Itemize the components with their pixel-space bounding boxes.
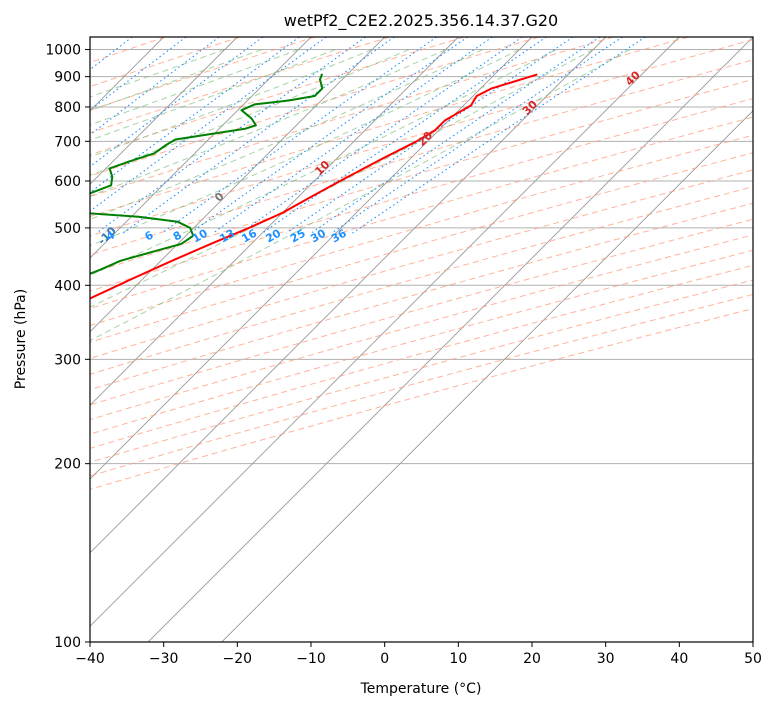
- dry-adiabat-line: [90, 37, 241, 88]
- x-tick-label: 0: [380, 651, 389, 667]
- isotherm-line: [90, 37, 238, 185]
- y-tick-label: 600: [54, 174, 81, 190]
- isotherm-label: 10: [312, 158, 332, 178]
- moist-adiabat-line: [90, 49, 299, 126]
- dry-adiabat-line: [90, 97, 753, 292]
- dry-adiabat-line: [90, 308, 753, 490]
- dry-adiabat-line: [90, 152, 753, 343]
- isotherm-label: 40: [623, 68, 643, 88]
- chart-title: wetPf2_C2E2.2025.356.14.37.G20: [284, 11, 558, 31]
- mixing-ratio-line: [90, 37, 327, 212]
- x-tick-label: 40: [670, 651, 688, 667]
- dry-adiabat-line: [90, 186, 753, 375]
- isotherm-line: [90, 37, 459, 406]
- x-tick-label: −20: [223, 651, 253, 667]
- moist-adiabat-line: [90, 49, 483, 220]
- mixing-ratio-label: 2: [41, 229, 54, 244]
- mixing-ratio-label: 16: [239, 226, 259, 245]
- x-tick-label: −10: [296, 651, 326, 667]
- moist-adiabat-line: [90, 49, 373, 158]
- moist-adiabat-line: [90, 49, 336, 141]
- x-tick-label: 30: [597, 651, 615, 667]
- mixing-ratio-line: [331, 37, 623, 234]
- mixing-ratio-line: [122, 37, 395, 234]
- mixing-ratio-label: 36: [329, 226, 349, 245]
- mixing-ratio-label: 10: [190, 226, 210, 245]
- y-tick-label: 400: [54, 278, 81, 294]
- dry-adiabat-line: [90, 59, 753, 256]
- dry-adiabat-line: [90, 134, 753, 327]
- y-tick-label: 1000: [45, 43, 81, 59]
- x-tick-label: −40: [75, 651, 105, 667]
- line-labels: -100-90-80-70-60-50-40-30-20-100.10.20.4…: [0, 68, 643, 284]
- dry-adiabat-line: [90, 279, 753, 463]
- dry-adiabat-line: [90, 202, 753, 391]
- mixing-ratio-label: 6: [143, 228, 156, 243]
- temperature-profile-line: [90, 73, 538, 300]
- x-tick-label: 20: [523, 651, 541, 667]
- mixing-ratio-line: [352, 37, 646, 234]
- y-tick-label: 200: [54, 457, 81, 473]
- mixing-ratio-line: [239, 37, 523, 234]
- mixing-ratio-line: [161, 37, 437, 234]
- dry-adiabat-line: [90, 264, 753, 449]
- dry-adiabat-line: [90, 37, 614, 198]
- mixing-ratio-line: [310, 37, 601, 234]
- dry-adiabat-label: -20: [0, 261, 8, 284]
- x-tick-label: −30: [149, 651, 179, 667]
- y-tick-label: 100: [54, 635, 81, 651]
- mixing-ratio-label: 8: [171, 229, 184, 244]
- x-axis-label: Temperature (°C): [360, 681, 482, 697]
- moist-adiabat-line: [90, 49, 520, 247]
- dry-adiabat-line: [90, 249, 753, 435]
- y-tick-label: 300: [54, 352, 81, 368]
- moist-adiabat-line: [90, 49, 446, 197]
- dry-adiabat-line: [90, 37, 689, 218]
- dry-adiabat-line: [90, 234, 753, 421]
- mixing-ratio-line: [212, 37, 493, 234]
- y-tick-label: 700: [54, 134, 81, 150]
- y-axis: 100 200 300 400 500 600 700 800 900 1000: [45, 43, 90, 651]
- dry-adiabat-line: [90, 39, 753, 237]
- mixing-ratio-label: 13: [217, 227, 237, 246]
- isotherm-line: [90, 37, 386, 333]
- dry-adiabat-line: [90, 169, 753, 359]
- dry-adiabat-line: [90, 218, 753, 406]
- dry-adiabat-line: [90, 116, 753, 310]
- mixing-ratio-line: [96, 37, 366, 234]
- isotherm-line: [221, 110, 753, 642]
- x-tick-label: 50: [744, 651, 762, 667]
- dry-adiabat-line: [90, 293, 753, 477]
- isotherm-line: [90, 37, 533, 480]
- isotherm-line: [147, 37, 753, 642]
- dry-adiabat-line: [90, 37, 390, 134]
- moist-adiabat-line: [90, 49, 557, 276]
- series-lines: [90, 73, 538, 300]
- mixing-ratio-line: [90, 37, 220, 136]
- y-tick-label: 800: [54, 100, 81, 116]
- dry-adiabat-line: [90, 37, 315, 111]
- mixing-ratio-label: 30: [308, 226, 328, 245]
- y-tick-label: 900: [54, 70, 81, 86]
- isotherm-line: [90, 37, 680, 627]
- moist-adiabat-line: [90, 49, 262, 112]
- dewpoint-profile-line: [90, 73, 324, 275]
- moist-adiabat-line: [90, 49, 631, 342]
- plot-frame: [89, 36, 754, 643]
- dry-adiabat-line: [90, 37, 539, 177]
- y-tick-label: 500: [54, 221, 81, 237]
- background-lines: [90, 37, 753, 642]
- mixing-ratio-line: [190, 37, 468, 234]
- mixing-ratio-line: [90, 37, 187, 111]
- x-tick-label: 10: [449, 651, 467, 667]
- isotherm-line: [90, 37, 607, 554]
- y-axis-label: Pressure (hPa): [13, 289, 29, 389]
- moist-adiabat-line: [90, 49, 225, 98]
- mixing-ratio-label: 1.5: [12, 226, 35, 247]
- dry-adiabat-line: [90, 78, 753, 274]
- x-axis: −40 −30 −20 −10 0 10 20 30 40 50: [75, 642, 762, 667]
- dry-adiabat-line: [90, 37, 465, 156]
